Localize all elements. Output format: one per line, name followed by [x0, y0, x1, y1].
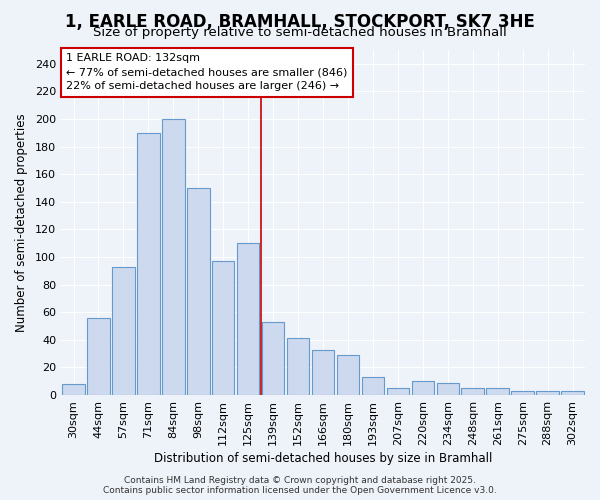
- Text: Contains HM Land Registry data © Crown copyright and database right 2025.
Contai: Contains HM Land Registry data © Crown c…: [103, 476, 497, 495]
- Bar: [62, 384, 85, 395]
- Bar: [237, 243, 259, 395]
- Bar: [337, 355, 359, 395]
- Bar: [511, 391, 534, 395]
- Bar: [87, 318, 110, 395]
- Bar: [437, 382, 459, 395]
- Bar: [412, 382, 434, 395]
- Bar: [187, 188, 209, 395]
- Bar: [487, 388, 509, 395]
- Text: 1 EARLE ROAD: 132sqm
← 77% of semi-detached houses are smaller (846)
22% of semi: 1 EARLE ROAD: 132sqm ← 77% of semi-detac…: [66, 54, 347, 92]
- Bar: [287, 338, 310, 395]
- Bar: [312, 350, 334, 395]
- Bar: [561, 391, 584, 395]
- Bar: [262, 322, 284, 395]
- Bar: [162, 119, 185, 395]
- Bar: [137, 133, 160, 395]
- Bar: [536, 391, 559, 395]
- Bar: [386, 388, 409, 395]
- Text: Size of property relative to semi-detached houses in Bramhall: Size of property relative to semi-detach…: [93, 26, 507, 39]
- Bar: [112, 266, 134, 395]
- X-axis label: Distribution of semi-detached houses by size in Bramhall: Distribution of semi-detached houses by …: [154, 452, 492, 465]
- Bar: [362, 377, 384, 395]
- Text: 1, EARLE ROAD, BRAMHALL, STOCKPORT, SK7 3HE: 1, EARLE ROAD, BRAMHALL, STOCKPORT, SK7 …: [65, 12, 535, 30]
- Bar: [461, 388, 484, 395]
- Bar: [212, 261, 235, 395]
- Y-axis label: Number of semi-detached properties: Number of semi-detached properties: [15, 113, 28, 332]
